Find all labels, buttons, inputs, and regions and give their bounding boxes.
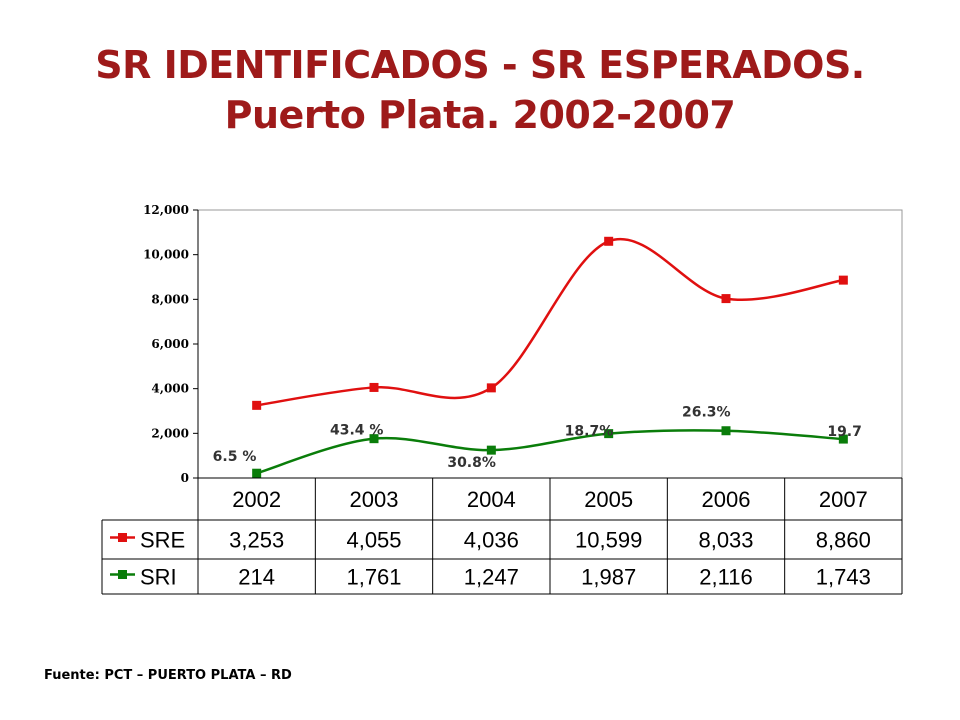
annotation-label: 26.3%: [682, 405, 731, 421]
table-cell-sri: 2,116: [699, 565, 752, 590]
legend-key-marker-sre: [118, 533, 127, 542]
x-tick-label: 2004: [467, 487, 516, 512]
y-tick-label: 12,000: [143, 203, 189, 217]
chart-title-line2: Puerto Plata. 2002-2007: [224, 93, 736, 137]
plot-area: [197, 209, 903, 479]
point-sri-2005: [604, 429, 614, 439]
chart-title-line1: SR IDENTIFICADOS - SR ESPERADOS.: [95, 43, 865, 87]
point-sri-2003: [369, 434, 379, 444]
table-cell-sre: 8,033: [698, 528, 753, 553]
annotation-label: 19.7: [827, 424, 862, 440]
series-line-sri: [256, 429, 844, 475]
chart-title: SR IDENTIFICADOS - SR ESPERADOS. Puerto …: [0, 40, 960, 140]
table-cell-sri: 1,987: [581, 565, 636, 590]
y-tick-label: 2,000: [151, 426, 189, 440]
y-tick-label: 4,000: [151, 382, 189, 396]
point-sri-2004: [486, 445, 496, 455]
annotation-label: 43.4 %: [330, 423, 383, 439]
point-sri-2006: [721, 426, 731, 436]
y-tick-label: 6,000: [151, 337, 189, 351]
x-tick-label: 2006: [702, 487, 751, 512]
point-sre-2007: [838, 275, 848, 285]
table-cell-sri: 1,247: [464, 565, 519, 590]
point-sre-2004: [486, 383, 496, 393]
x-tick-label: 2002: [232, 487, 281, 512]
point-sre-2005: [604, 236, 614, 246]
table-cell-sre: 8,860: [816, 528, 871, 553]
source-note: Fuente: PCT – PUERTO PLATA – RD: [44, 668, 292, 683]
y-tick-label: 0: [181, 471, 189, 485]
point-sre-2003: [369, 382, 379, 392]
series-line-sre: [256, 237, 844, 407]
annotation-label: 6.5 %: [213, 449, 257, 465]
legend-label-sre: SRE: [140, 528, 185, 553]
y-tick-label: 10,000: [143, 248, 189, 262]
table-cell-sre: 3,253: [229, 528, 284, 553]
table-cell-sre: 4,055: [346, 528, 401, 553]
legend-label-sri: SRI: [140, 565, 177, 590]
table-cell-sre: 10,599: [575, 528, 642, 553]
x-tick-label: 2003: [350, 487, 399, 512]
legend-key-marker-sri: [118, 570, 127, 579]
annotation-label: 18.7%: [565, 424, 614, 440]
table-cell-sri: 214: [238, 565, 275, 590]
x-tick-label: 2007: [819, 487, 868, 512]
y-tick-label: 8,000: [151, 292, 189, 306]
point-sre-2006: [721, 294, 731, 304]
point-sri-2002: [252, 468, 262, 478]
point-sri-2007: [838, 434, 848, 444]
x-tick-label: 2005: [584, 487, 633, 512]
table-cell-sri: 1,743: [816, 565, 871, 590]
table-cell-sri: 1,761: [346, 565, 401, 590]
annotation-label: 30.8%: [447, 455, 496, 471]
point-sre-2002: [252, 400, 262, 410]
table-cell-sre: 4,036: [464, 528, 519, 553]
